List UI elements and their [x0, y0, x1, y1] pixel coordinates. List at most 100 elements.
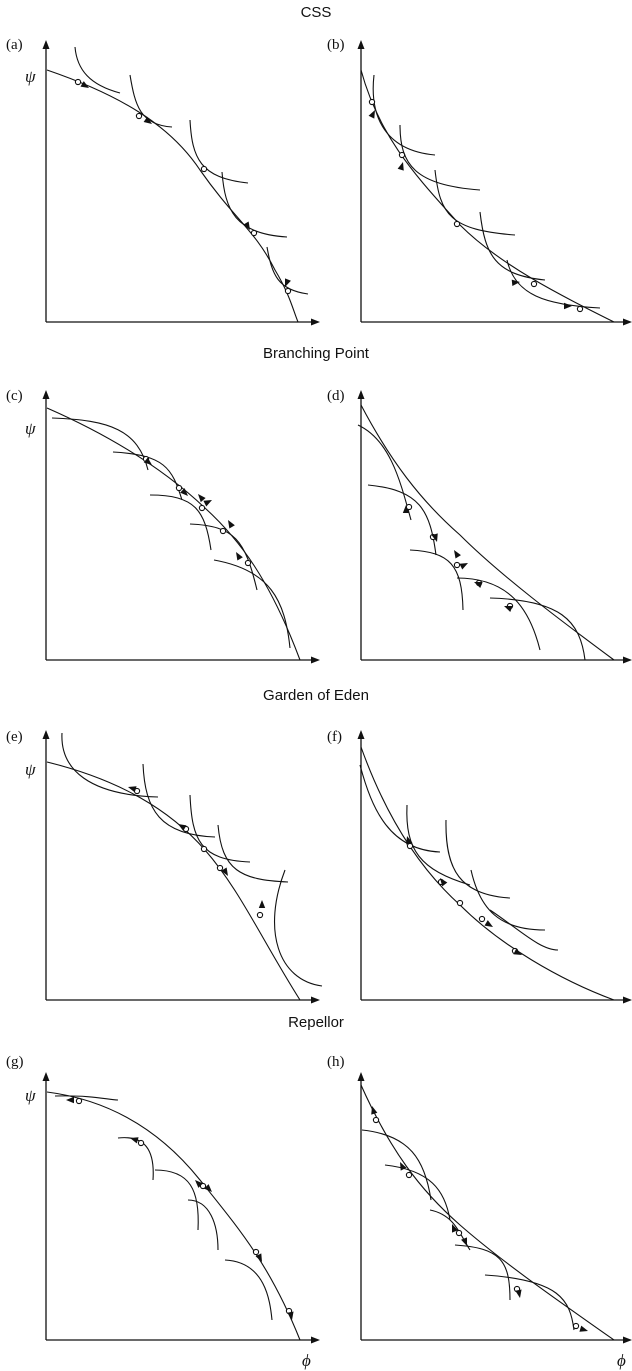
axes-e [42, 730, 320, 1004]
marker-h-3 [455, 1229, 463, 1237]
marker-b-1 [368, 98, 376, 106]
x-axis-arrowhead-e [311, 996, 320, 1004]
marker-b-4 [530, 280, 538, 288]
flow-arrow-h-6 [579, 1325, 588, 1332]
panel-label-c: (c) [6, 388, 23, 404]
flow-arrow-g-2 [130, 1137, 139, 1144]
x-axis-arrowhead-d [623, 656, 632, 664]
y-axis-arrowhead-d [357, 390, 365, 399]
flow-arrow-a-3 [243, 221, 250, 230]
fiber-d-5 [489, 597, 586, 661]
panel-label-d: (d) [327, 388, 345, 404]
fiber-a-2 [129, 74, 173, 128]
flow-arrow-d-3 [454, 550, 461, 559]
panel-label-a: (a) [6, 37, 23, 53]
manifold-curve-e [46, 761, 301, 1001]
flow-arrow-d-5 [474, 582, 483, 588]
fiber-d-2 [367, 484, 437, 556]
flow-arrow-e-4 [258, 900, 266, 908]
fiber-d-4 [456, 577, 541, 651]
flow-arrow-h-4 [461, 1237, 467, 1246]
flow-arrow-b-2 [397, 162, 404, 171]
fiber-f-1 [359, 764, 441, 853]
flow-arrow-g-3 [195, 1180, 203, 1188]
panel-group [42, 40, 632, 1344]
flow-arrow-h-3 [452, 1224, 458, 1233]
fiber-h-1 [361, 1129, 432, 1201]
x-axis-arrowhead-c [311, 656, 320, 664]
x-axis-arrowhead-a [311, 318, 320, 326]
flow-arrow-h-2 [400, 1162, 407, 1171]
marker-f-1 [406, 842, 414, 850]
fiber-b-4 [479, 211, 546, 281]
y-axis-arrowhead-f [357, 730, 365, 739]
marker-g-2 [137, 1139, 145, 1147]
flow-arrow-b-4 [564, 302, 572, 310]
y-axis-arrowhead-e [42, 730, 50, 739]
flow-arrow-h-5 [515, 1289, 522, 1298]
fiber-b-1 [372, 74, 436, 156]
section-title-repellor: Repellor [288, 1014, 344, 1031]
x-axis-label-h: ϕ [617, 1351, 626, 1370]
fiber-c-5 [213, 559, 291, 649]
fiber-e-2 [142, 763, 216, 838]
fiber-g-5 [224, 1259, 273, 1321]
fiber-e-5 [273, 869, 323, 987]
flow-arrow-g-6 [287, 1311, 294, 1320]
fiber-f-4 [470, 869, 546, 931]
axes-f [357, 730, 632, 1004]
manifold-curve-a [46, 69, 299, 323]
flow-arrow-a-2 [143, 116, 152, 124]
fiber-b-2 [399, 124, 481, 191]
fiber-e-3 [189, 794, 251, 863]
marker-e-4 [216, 864, 224, 872]
flow-arrow-b-1 [368, 110, 375, 119]
fiber-g-1 [54, 1095, 119, 1101]
section-title-garden-of-eden: Garden of Eden [263, 687, 369, 704]
fiber-b-3 [434, 169, 516, 236]
axes-h [357, 1072, 632, 1344]
panel-label-b: (b) [327, 37, 345, 53]
y-axis-label-a: ψ [25, 67, 36, 86]
marker-e-3 [200, 845, 208, 853]
flow-arrow-g-4 [204, 1184, 212, 1192]
flow-arrow-g-5 [255, 1253, 262, 1262]
y-axis-arrowhead-a [42, 40, 50, 49]
manifold-curve-f [360, 746, 615, 1001]
manifold-curve-c [46, 407, 301, 661]
fiber-a-5 [266, 246, 309, 295]
marker-d-3 [453, 561, 461, 569]
flow-arrow-c-5 [228, 520, 235, 529]
fiber-c-3 [149, 494, 212, 551]
marker-e-5 [256, 911, 264, 919]
flow-arrow-e-2 [178, 824, 187, 831]
fiber-h-5 [484, 1274, 575, 1331]
section-title-css: CSS [301, 4, 332, 21]
marker-a-3 [200, 165, 208, 173]
marker-f-4 [478, 915, 486, 923]
fiber-c-1 [51, 417, 149, 471]
marker-c-2 [175, 484, 183, 492]
panel-label-f: (f) [327, 729, 342, 745]
marker-h-5 [572, 1322, 580, 1330]
y-axis-arrowhead-c [42, 390, 50, 399]
fiber-h-4 [454, 1244, 511, 1301]
fiber-a-4 [221, 171, 288, 238]
flow-arrow-d-6 [504, 606, 513, 612]
flow-arrow-c-2 [180, 488, 188, 496]
marker-b-3 [453, 220, 461, 228]
fiber-d-3 [409, 549, 464, 611]
marker-g-3 [199, 1182, 207, 1190]
flow-arrow-f-2 [440, 878, 448, 887]
x-axis-arrowhead-f [623, 996, 632, 1004]
fiber-a-1 [74, 46, 121, 94]
manifold-curve-h [360, 1084, 615, 1341]
axes-g [42, 1072, 320, 1344]
axes-b [357, 40, 632, 326]
fiber-g-4 [187, 1199, 219, 1251]
flow-arrow-c-3 [198, 494, 206, 503]
marker-f-3 [456, 899, 464, 907]
manifold-curve-g [46, 1091, 301, 1341]
section-title-branching-point: Branching Point [263, 345, 370, 362]
fiber-e-1 [61, 732, 159, 798]
